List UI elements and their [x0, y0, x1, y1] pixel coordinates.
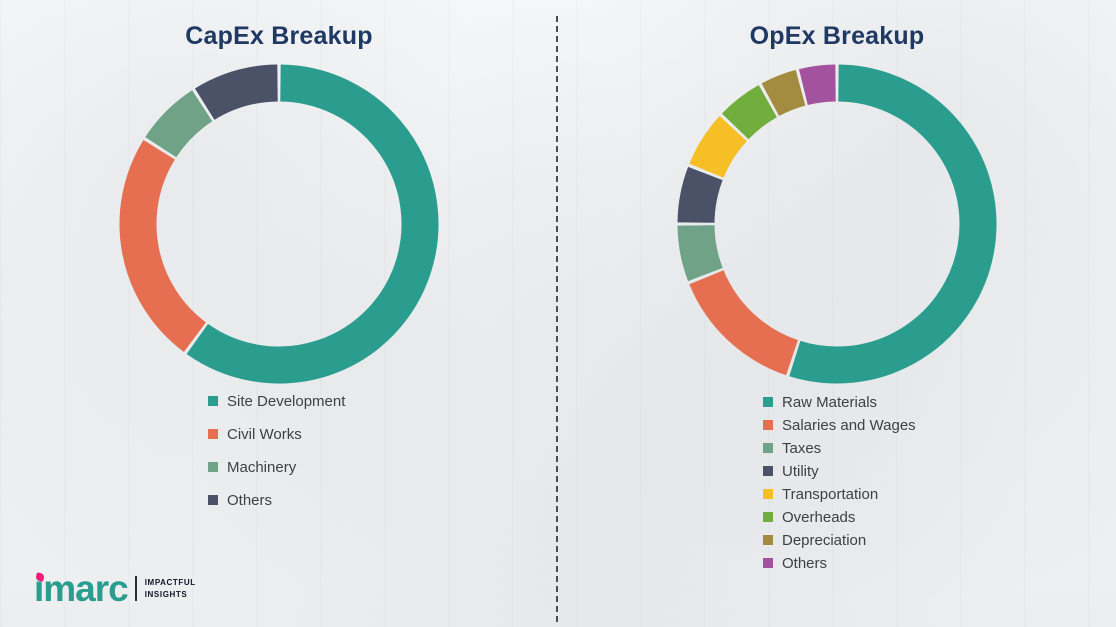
legend-label: Depreciation — [782, 531, 867, 549]
legend-item: Others — [763, 553, 916, 573]
legend-label: Others — [227, 491, 273, 509]
legend-swatch-icon — [763, 397, 773, 407]
legend-label: Civil Works — [227, 425, 302, 443]
imarc-logo-wordmark: imarc — [34, 568, 129, 609]
legend-swatch-icon — [208, 495, 218, 505]
imarc-tagline-line1: IMPACTFUL — [144, 578, 196, 588]
opex-panel: OpEx Breakup Raw Materials Salaries and W… — [558, 0, 1116, 627]
donut-segment-salaries-and-wages — [689, 269, 799, 376]
legend-label: Raw Materials — [782, 393, 878, 411]
legend-item: Raw Materials — [763, 392, 916, 412]
legend-label: Salaries and Wages — [782, 416, 916, 434]
donut-segment-machinery — [145, 90, 213, 158]
legend-label: Site Development — [227, 392, 346, 410]
legend-swatch-icon — [763, 489, 773, 499]
imarc-logo-tagline: IMPACTFUL INSIGHTS — [145, 577, 196, 599]
legend-label: Utility — [782, 462, 819, 480]
legend-swatch-icon — [208, 429, 218, 439]
imarc-logo-text: imarc — [34, 568, 129, 609]
legend-label: Transportation — [782, 485, 879, 503]
donut-segment-utility — [677, 166, 723, 224]
donut-segment-others — [798, 64, 837, 106]
capex-legend: Site Development Civil Works Machinery Othe… — [208, 391, 345, 523]
legend-swatch-icon — [763, 512, 773, 522]
legend-swatch-icon — [763, 535, 773, 545]
legend-swatch-icon — [208, 462, 218, 472]
legend-swatch-icon — [763, 466, 773, 476]
donut-segment-transportation — [689, 116, 748, 179]
legend-item: Others — [208, 490, 345, 510]
donut-segment-taxes — [677, 224, 723, 282]
center-dashed-divider — [556, 16, 558, 622]
donut-segment-overheads — [721, 85, 778, 140]
legend-item: Taxes — [763, 438, 916, 458]
legend-swatch-icon — [763, 443, 773, 453]
donut-segment-depreciation — [761, 69, 806, 117]
legend-item: Utility — [763, 461, 916, 481]
donut-segment-raw-materials — [789, 64, 997, 384]
opex-legend: Raw Materials Salaries and Wages Taxes Util… — [763, 392, 916, 576]
legend-swatch-icon — [763, 558, 773, 568]
capex-donut-chart — [119, 64, 439, 384]
legend-label: Overheads — [782, 508, 856, 526]
legend-item: Overheads — [763, 507, 916, 527]
donut-segment-site-development — [186, 64, 439, 384]
legend-label: Others — [782, 554, 828, 572]
legend-label: Machinery — [227, 458, 297, 476]
opex-donut-chart — [677, 64, 997, 384]
legend-item: Site Development — [208, 391, 345, 411]
donut-segment-others — [194, 64, 279, 121]
legend-swatch-icon — [208, 396, 218, 406]
legend-swatch-icon — [763, 420, 773, 430]
legend-item: Machinery — [208, 457, 345, 477]
legend-item: Salaries and Wages — [763, 415, 916, 435]
opex-chart-title: OpEx Breakup — [749, 22, 925, 50]
capex-chart-title: CapEx Breakup — [185, 22, 373, 50]
imarc-logo: imarc IMPACTFUL INSIGHTS — [34, 570, 196, 607]
donut-segment-civil-works — [119, 139, 207, 353]
legend-item: Transportation — [763, 484, 916, 504]
legend-item: Depreciation — [763, 530, 916, 550]
imarc-logo-pink-dot-icon — [35, 572, 45, 582]
capex-panel: CapEx Breakup Site Development Civil Work… — [119, 22, 439, 523]
legend-item: Civil Works — [208, 424, 345, 444]
imarc-tagline-line2: INSIGHTS — [144, 589, 188, 599]
imarc-logo-divider — [134, 576, 137, 601]
legend-label: Taxes — [782, 439, 822, 457]
